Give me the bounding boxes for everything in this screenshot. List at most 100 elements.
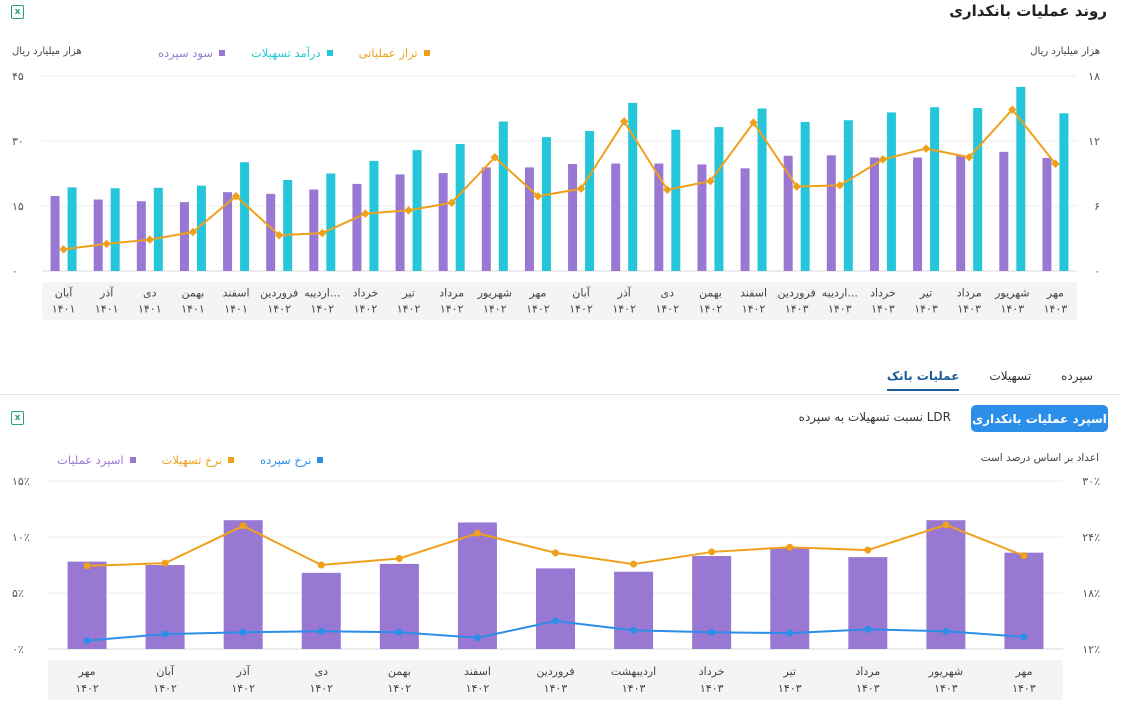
legend-item-deposit-interest[interactable]: سود سپرده xyxy=(158,46,225,60)
x-tick-label: اردیبهشت xyxy=(611,665,656,678)
data-point xyxy=(552,549,559,557)
right-axis-unit: هزار میلیارد ریال xyxy=(1030,46,1100,57)
x-tick-year-label: ۱۴۰۱ xyxy=(181,302,205,315)
right-tick-label: ۰ xyxy=(1094,265,1100,278)
data-point xyxy=(274,231,284,240)
x-tick-year-label: ۱۴۰۳ xyxy=(871,302,895,315)
x-tick-year-label: ۱۴۰۲ xyxy=(699,302,723,315)
x-tick-year-label: ۱۴۰۲ xyxy=(309,682,333,695)
tab-bar: سپرده تسهیلات عملیات بانک xyxy=(886,369,1093,391)
x-tick-label: آبان xyxy=(156,664,174,678)
excel-export-icon[interactable]: x xyxy=(11,411,24,425)
x-tick-label: اردیبه... xyxy=(304,286,340,299)
x-tick-year-label: ۱۴۰۳ xyxy=(1044,302,1068,315)
x-tick-label: دی xyxy=(143,286,157,299)
x-tick-year-label: ۱۴۰۲ xyxy=(526,302,550,315)
right-tick-label: ۱۲ xyxy=(1088,135,1100,148)
x-tick-label: مهر xyxy=(1046,286,1064,299)
x-tick-year-label: ۱۴۰۲ xyxy=(569,302,593,315)
bar xyxy=(783,155,793,271)
data-point xyxy=(708,548,716,556)
data-point xyxy=(447,198,456,207)
x-tick-label: فروردین xyxy=(778,286,816,299)
x-tick-year-label: ۱۴۰۳ xyxy=(934,682,958,695)
data-point xyxy=(708,628,716,636)
legend-item-operating-spread[interactable]: اسپرد عملیات xyxy=(57,453,136,467)
x-tick-year-label: ۱۴۰۲ xyxy=(655,302,679,315)
legend-swatch xyxy=(218,50,225,56)
bar xyxy=(50,196,60,271)
bar xyxy=(926,520,966,649)
data-point xyxy=(878,155,888,164)
bar xyxy=(614,571,654,649)
x-tick-label: اسفند xyxy=(740,286,767,299)
bottom-combo-chart: ۰٪ ۵٪ ۱۰٪ ۱۵٪ ۱۲٪ ۱۸٪ ۲۴٪ ۳۰٪ مهر ۱۴۰۲ آبان ۱۴۰۲ آذر… xyxy=(12,475,1100,700)
bar xyxy=(240,162,250,271)
data-point xyxy=(942,627,950,635)
spread-button[interactable]: اسپرد عملیات بانکداری xyxy=(971,405,1108,432)
x-tick-label: آذر xyxy=(236,664,251,678)
x-tick-year-label: ۱۴۰۲ xyxy=(310,302,334,315)
x-tick-year-label: ۱۴۰۱ xyxy=(138,302,162,315)
tab-bank-operations[interactable]: عملیات بانک xyxy=(886,369,960,391)
bar xyxy=(438,173,448,271)
legend-item-loan-rate[interactable]: نرخ تسهیلات xyxy=(162,453,235,467)
x-tick-year-label: ۱۴۰۲ xyxy=(231,682,255,695)
bar xyxy=(67,187,77,271)
x-tick-year-label: ۱۴۰۳ xyxy=(856,682,880,695)
data-point xyxy=(145,235,155,244)
legend-swatch xyxy=(129,457,136,463)
tab-loans[interactable]: تسهیلات xyxy=(989,369,1032,383)
x-tick-label: شهریور xyxy=(928,665,963,678)
legend-label: تراز عملیاتی xyxy=(358,46,418,60)
x-tick-year-label: ۱۴۰۳ xyxy=(914,302,938,315)
x-tick-year-label: ۱۴۰۲ xyxy=(742,302,766,315)
data-point xyxy=(188,227,198,237)
x-tick-label: اردیبه... xyxy=(822,286,858,299)
x-tick-label: مرداد xyxy=(855,665,880,678)
x-tick-year-label: ۱۴۰۲ xyxy=(612,302,636,315)
data-point xyxy=(317,561,325,569)
x-tick-label: بهمن xyxy=(388,665,411,678)
bar xyxy=(369,160,379,271)
data-point xyxy=(395,628,403,636)
x-tick-label: فروردین xyxy=(536,665,574,678)
left-tick-label: ۰٪ xyxy=(12,643,24,656)
bar xyxy=(999,151,1009,271)
excel-export-icon[interactable]: x xyxy=(11,5,24,19)
data-point xyxy=(161,559,169,567)
percent-note: اعداد بر اساس درصد است xyxy=(980,452,1099,464)
x-tick-label: شهریور xyxy=(994,286,1029,299)
bar xyxy=(379,563,419,649)
tab-deposit[interactable]: سپرده xyxy=(1061,369,1093,383)
bar xyxy=(757,108,767,271)
ldr-button[interactable]: نسبت تسهیلات به سپرده LDR xyxy=(798,410,951,424)
left-tick-label: ۵٪ xyxy=(12,587,24,600)
bar xyxy=(697,164,707,271)
legend-item-deposit-rate[interactable]: نرخ سپرده xyxy=(260,453,324,467)
data-point xyxy=(102,239,111,249)
bar xyxy=(1042,157,1052,271)
x-axis-band xyxy=(42,282,1077,320)
bar xyxy=(930,107,940,271)
bottom-chart-legend: نرخ سپرده نرخ تسهیلات اسپرد عملیات xyxy=(57,453,324,467)
bar xyxy=(671,129,681,271)
x-tick-year-label: ۱۴۰۲ xyxy=(466,682,490,695)
bar xyxy=(110,188,120,271)
bar xyxy=(848,557,888,649)
left-axis-unit: هزار میلیارد ریال xyxy=(12,46,82,57)
bar xyxy=(886,112,896,272)
bar xyxy=(826,155,836,271)
legend-item-operating-balance[interactable]: تراز عملیاتی xyxy=(359,46,430,60)
legend-item-loan-income[interactable]: درآمد تسهیلات xyxy=(251,46,333,60)
x-tick-label: آذر xyxy=(99,285,114,299)
data-point xyxy=(630,560,638,568)
data-point xyxy=(630,626,638,634)
x-axis-band xyxy=(48,660,1063,700)
left-tick-label: ۱۵ xyxy=(12,200,24,213)
x-tick-year-label: ۱۴۰۲ xyxy=(397,302,421,315)
bar xyxy=(153,187,163,271)
bar xyxy=(309,189,319,271)
bar xyxy=(326,173,336,271)
bar xyxy=(301,572,341,649)
